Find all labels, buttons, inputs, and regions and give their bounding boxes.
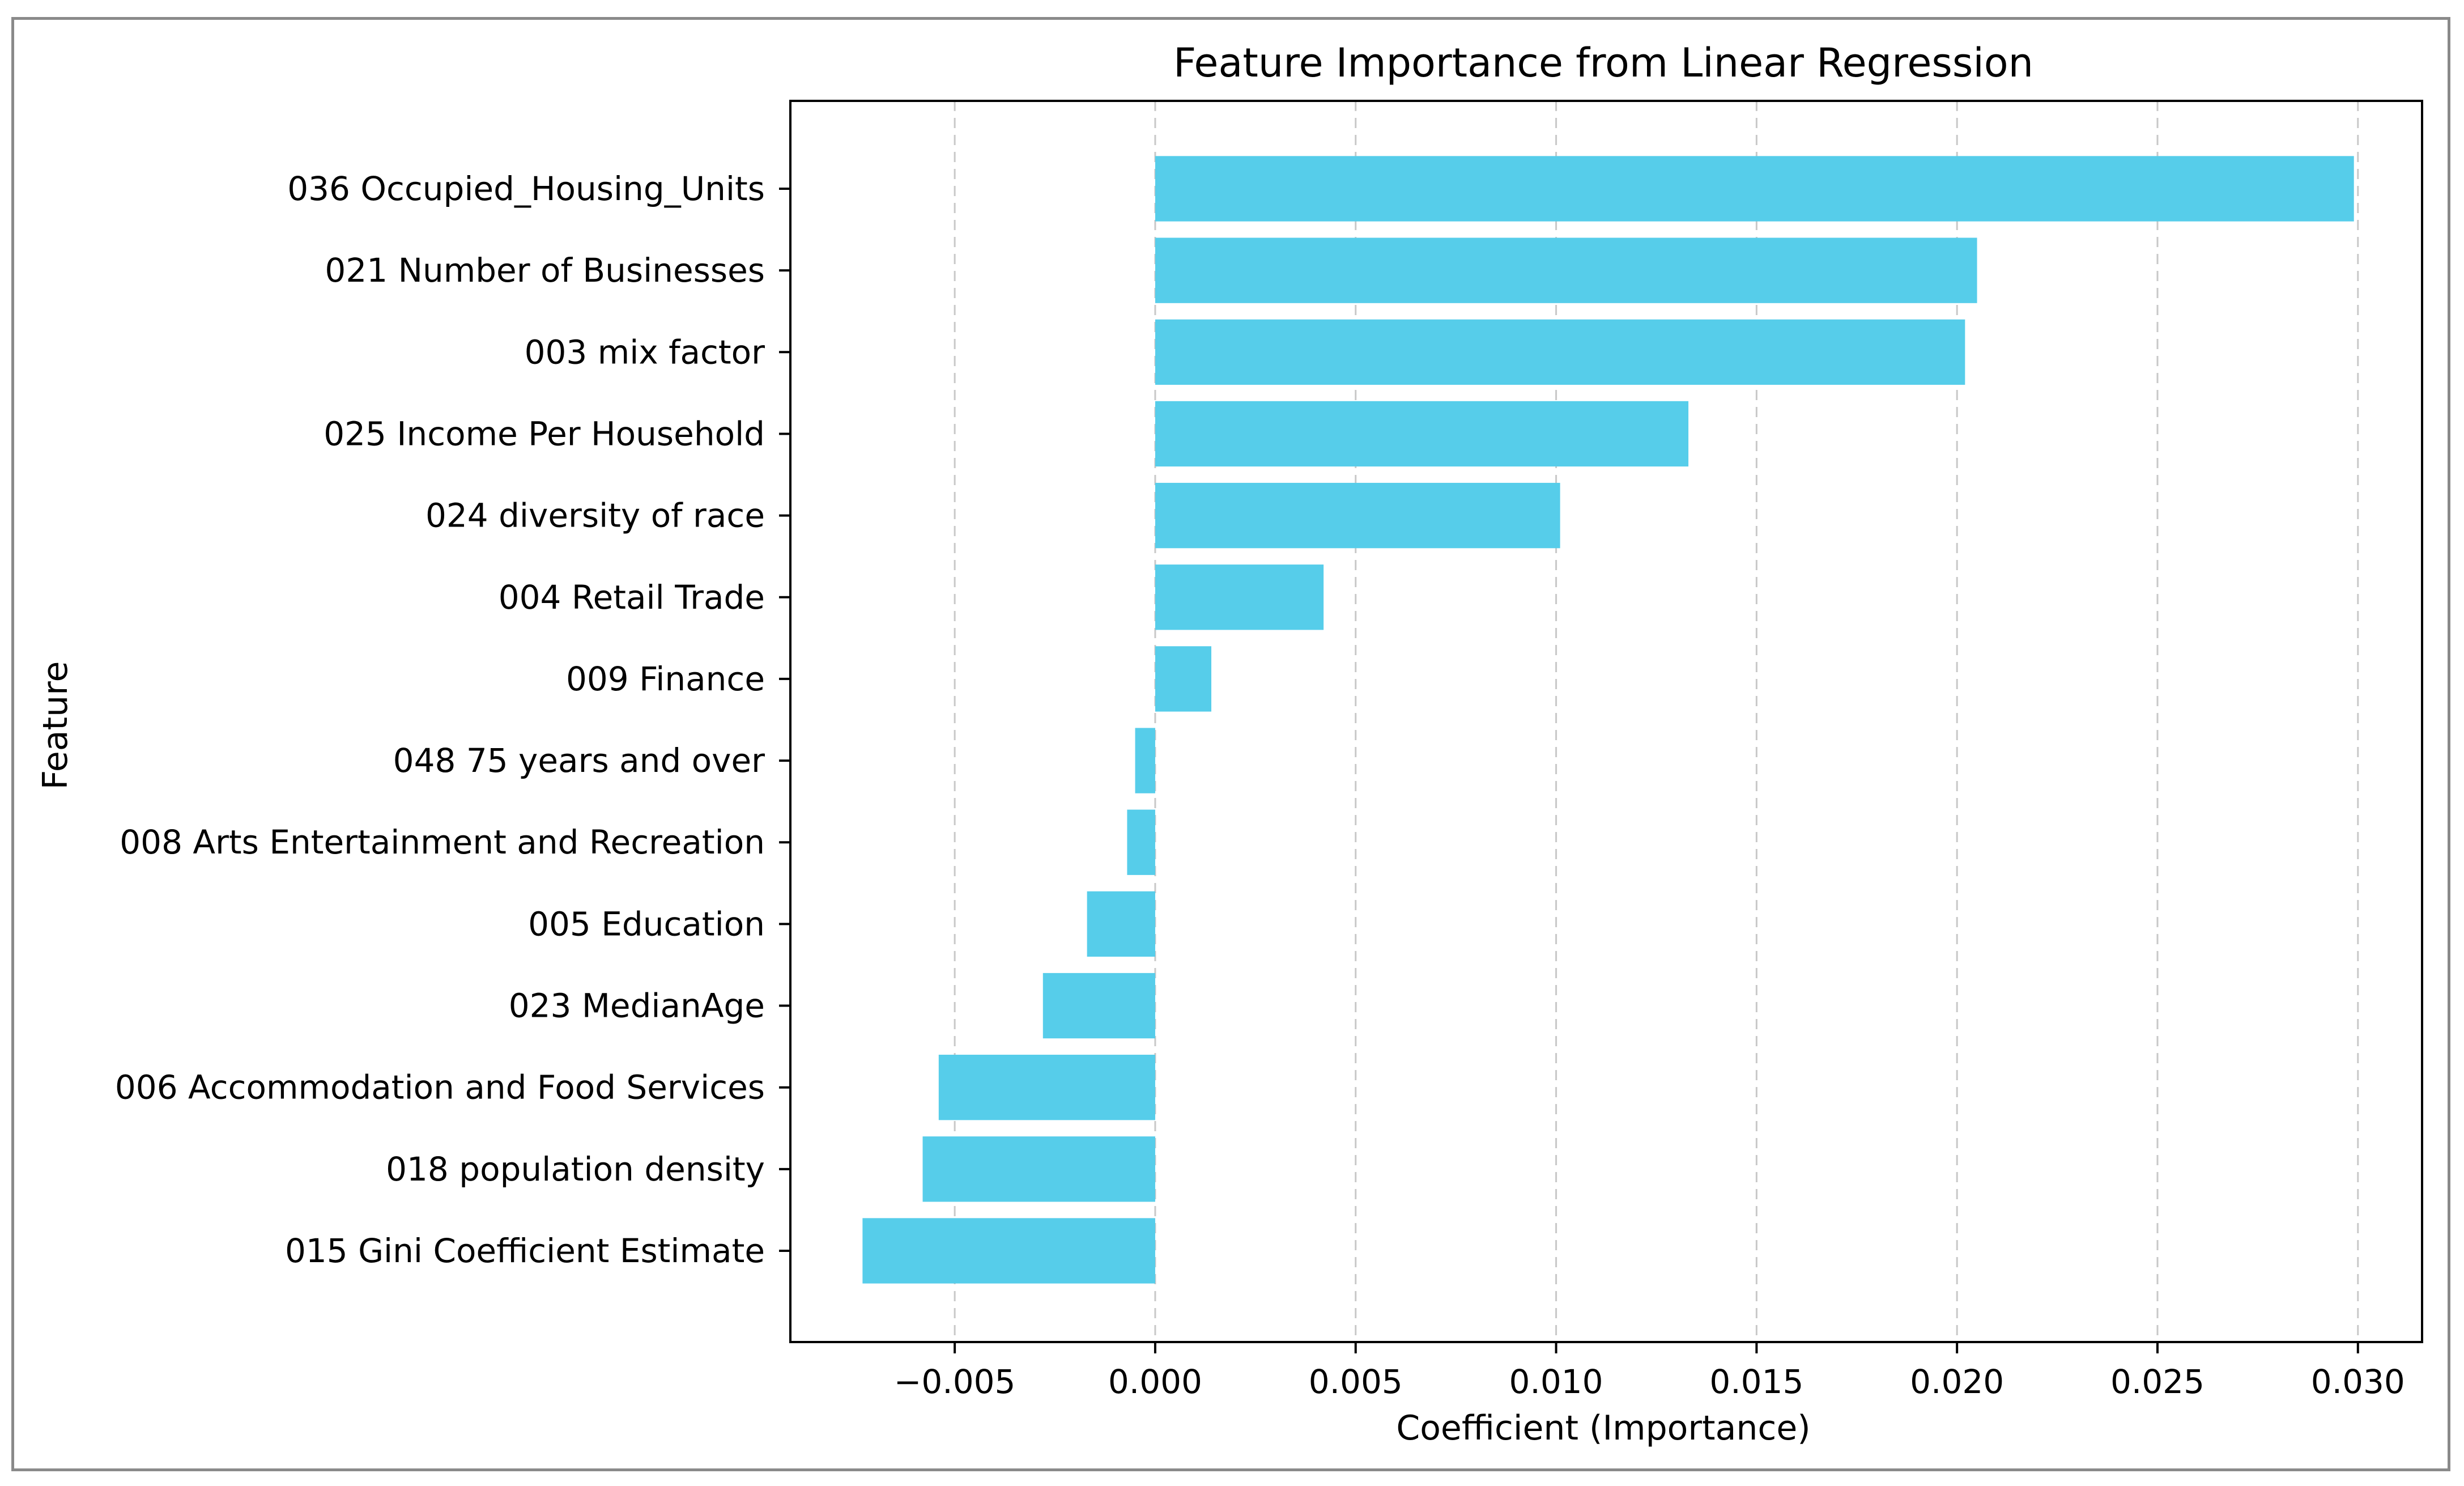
y-tick-label: 018 population density <box>386 1150 765 1188</box>
bar <box>1127 809 1155 875</box>
bar <box>938 1055 1155 1120</box>
y-tick-label: 048 75 years and over <box>393 741 765 780</box>
y-tick-label: 036 Occupied_Housing_Units <box>287 169 765 208</box>
chart-title: Feature Importance from Linear Regressio… <box>1173 40 2033 86</box>
bar <box>1155 564 1324 630</box>
y-axis-label: Feature <box>36 661 75 790</box>
y-tick-label: 021 Number of Businesses <box>325 251 765 290</box>
x-tick-label: 0.025 <box>2110 1362 2205 1401</box>
bar <box>1155 319 1965 385</box>
y-ticks: 036 Occupied_Housing_Units 021 Number of … <box>115 169 790 1270</box>
bar <box>1155 156 2354 222</box>
bars <box>862 156 2354 1284</box>
bar <box>1087 891 1155 957</box>
y-tick-label: 024 diversity of race <box>425 496 765 535</box>
y-tick-label: 008 Arts Entertainment and Recreation <box>120 823 765 861</box>
grid-lines <box>954 101 2359 1342</box>
bar <box>1135 728 1155 793</box>
y-tick-label: 006 Accommodation and Food Services <box>115 1068 765 1107</box>
y-tick-label: 009 Finance <box>566 660 765 698</box>
x-tick-label: 0.030 <box>2311 1362 2405 1401</box>
x-tick-label: 0.020 <box>1910 1362 2004 1401</box>
y-tick-label: 003 mix factor <box>525 333 765 371</box>
x-axis-label: Coefficient (Importance) <box>1396 1408 1810 1448</box>
bar <box>862 1218 1155 1284</box>
y-tick-label: 004 Retail Trade <box>499 578 765 617</box>
y-tick-label: 005 Education <box>528 905 765 943</box>
x-tick-label: 0.010 <box>1509 1362 1603 1401</box>
bar <box>922 1136 1155 1202</box>
bar <box>1155 401 1689 467</box>
y-tick-label: 025 Income Per Household <box>324 414 765 453</box>
x-tick-label: 0.015 <box>1709 1362 1803 1401</box>
x-tick-label: 0.000 <box>1108 1362 1202 1401</box>
x-tick-label: 0.005 <box>1309 1362 1403 1401</box>
bar <box>1042 973 1155 1039</box>
y-tick-label: 023 MedianAge <box>509 987 765 1025</box>
x-tick-label: −0.005 <box>894 1362 1016 1401</box>
bar <box>1155 237 1977 303</box>
plot-area <box>789 100 2423 1343</box>
bar <box>1155 646 1211 712</box>
x-ticks: −0.005 0.000 0.005 0.010 0.015 0.020 0.025 0.03… <box>894 1342 2405 1401</box>
y-tick-label: 015 Gini Coefficient Estimate <box>285 1232 765 1270</box>
bar <box>1155 482 1560 549</box>
